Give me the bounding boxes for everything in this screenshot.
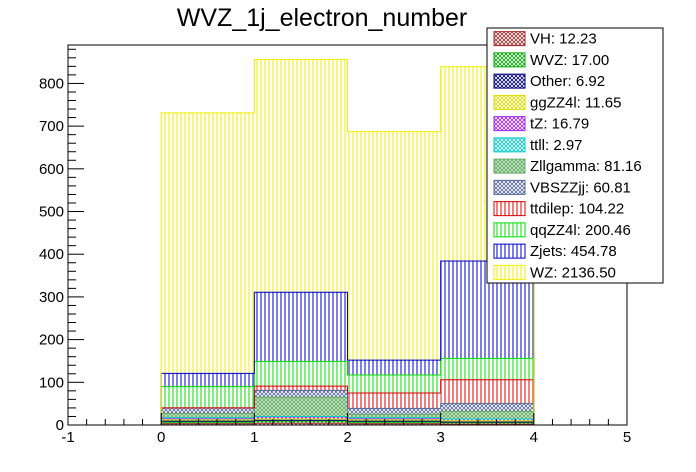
bar-segment [347, 375, 441, 393]
bar-segment [254, 423, 348, 425]
bar-segment [161, 112, 255, 374]
x-tick-label: 5 [623, 429, 631, 446]
legend-label: ggZZ4l: 11.65 [530, 94, 621, 111]
bar-segment [254, 390, 348, 398]
bar-segment [161, 423, 255, 425]
legend-swatch [493, 179, 526, 195]
series-outline [160, 379, 535, 425]
bar-segment [161, 418, 255, 420]
legend-swatch [493, 201, 526, 217]
y-tick-label: 700 [39, 118, 64, 135]
legend-label: ttll: 2.97 [530, 137, 583, 154]
bar-segment [440, 411, 534, 420]
legend-swatch [493, 116, 526, 132]
legend-label: WZ: 2136.50 [530, 264, 616, 281]
bar-segment [254, 416, 348, 420]
bar-segment [254, 419, 348, 421]
bar-segment [161, 373, 255, 387]
bars-layer [160, 59, 535, 425]
bar-segment [161, 386, 255, 408]
bar-segment [254, 386, 348, 391]
legend-swatch [493, 158, 526, 174]
bar-segment [347, 423, 441, 425]
bar-segment [440, 420, 534, 423]
x-tick-label: -1 [61, 429, 74, 446]
bar-segment [161, 407, 255, 414]
bar-segment [440, 422, 534, 425]
bar-segment [440, 379, 534, 404]
y-tick-label: 300 [39, 289, 64, 306]
legend-swatch [493, 52, 526, 68]
bar-segment [440, 403, 534, 412]
legend-label: qqZZ4l: 200.46 [530, 222, 631, 239]
bar-segment [347, 408, 441, 415]
bar-segment [347, 419, 441, 422]
x-tick-label: 3 [436, 429, 444, 446]
series-outline [160, 357, 535, 425]
legend-box [486, 27, 664, 284]
bar-segment [347, 131, 441, 361]
legend-swatch [493, 137, 526, 153]
bar-segment [347, 418, 441, 420]
legend-swatch [493, 222, 526, 238]
y-tick-label: 200 [39, 332, 64, 349]
bar-segment [347, 360, 441, 376]
legend-swatch [493, 94, 526, 110]
chart-title: WVZ_1j_electron_number [177, 4, 467, 32]
legend: VH: 12.23 WVZ: 17.00 Other: 6.92 ggZZ4l: 11… [486, 27, 664, 284]
y-tick-label: 100 [39, 374, 64, 391]
bar-segment [161, 413, 255, 418]
legend-label: Zjets: 454.78 [530, 243, 617, 260]
legend-label: VH: 12.23 [530, 31, 597, 48]
bar-segment [161, 419, 255, 422]
bar-segment [440, 419, 534, 421]
y-tick-label: 0 [56, 417, 64, 434]
bar-segment [347, 414, 441, 418]
y-tick-label: 500 [39, 204, 64, 221]
bar-segment [254, 361, 348, 387]
legend-swatch [493, 243, 526, 259]
bar-segment [440, 358, 534, 380]
bar-segment [254, 292, 348, 362]
x-tick-label: 1 [250, 429, 258, 446]
x-tick-label: 2 [343, 429, 351, 446]
y-tick-label: 800 [39, 75, 64, 92]
legend-label: ttdilep: 104.22 [530, 201, 624, 218]
legend-label: VBSZZjj: 60.81 [530, 179, 631, 196]
x-tick-label: 0 [157, 429, 165, 446]
x-tick-label: 4 [530, 429, 538, 446]
bar-segment [347, 422, 441, 424]
legend-label: WVZ: 17.00 [530, 52, 609, 69]
legend-label: Other: 6.92 [530, 73, 605, 90]
legend-label: Zllgamma: 81.16 [530, 158, 642, 175]
legend-label: tZ: 16.79 [530, 116, 589, 133]
y-tick-label: 600 [39, 161, 64, 178]
legend-swatch [493, 73, 526, 89]
bar-segment [254, 421, 348, 424]
legend-swatch [493, 264, 526, 280]
bar-segment [254, 397, 348, 417]
y-tick-label: 400 [39, 246, 64, 263]
bar-segment [347, 392, 441, 409]
bar-segment [161, 422, 255, 424]
legend-swatch [493, 31, 526, 47]
bar-segment [254, 59, 348, 293]
